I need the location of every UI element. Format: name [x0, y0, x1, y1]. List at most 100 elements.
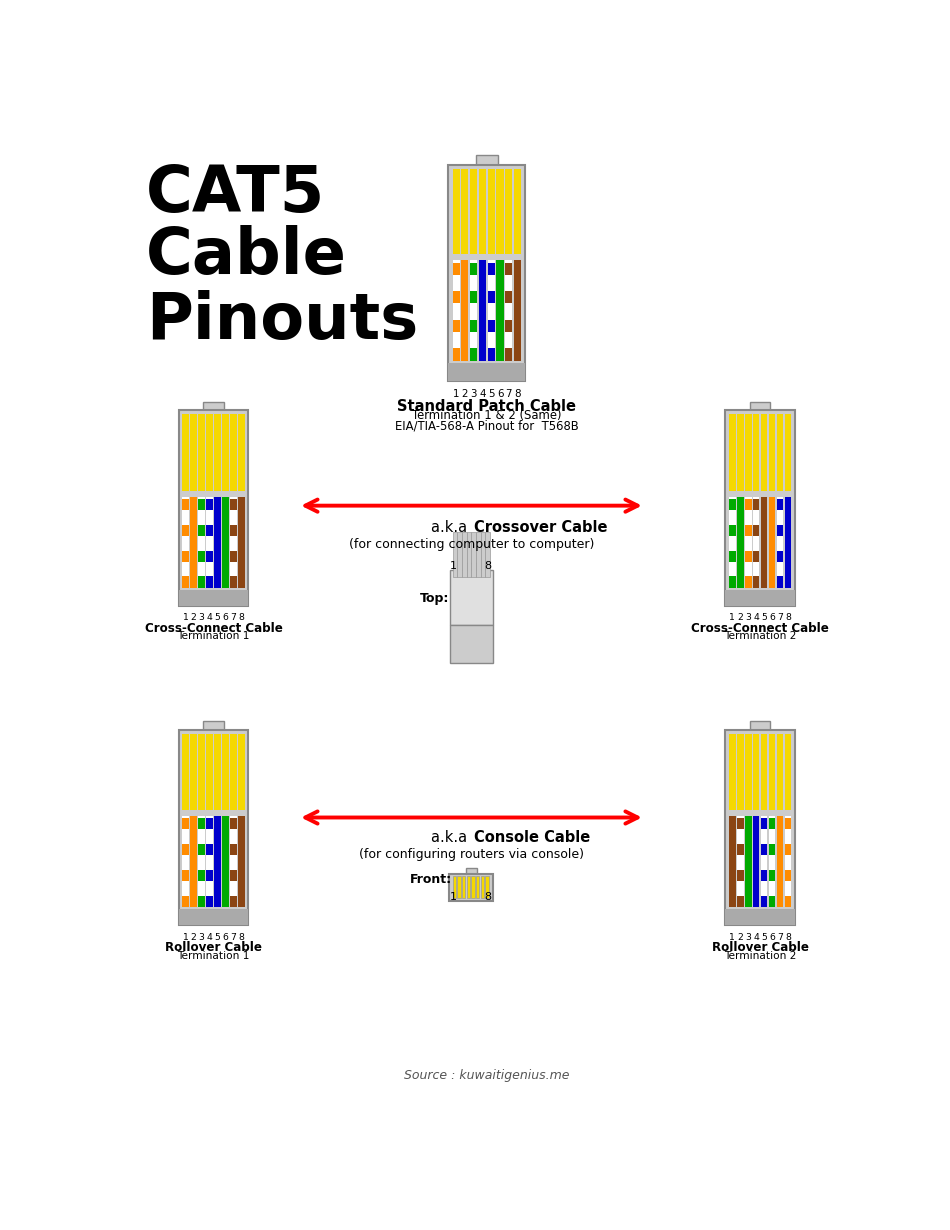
- Bar: [179, 909, 248, 925]
- Bar: [238, 733, 244, 811]
- Text: Termination 2: Termination 2: [724, 631, 796, 641]
- Bar: [182, 817, 189, 907]
- Bar: [206, 525, 213, 536]
- Text: Termination 1: Termination 1: [178, 951, 250, 961]
- Bar: [222, 733, 229, 811]
- Text: 3: 3: [746, 932, 751, 942]
- Bar: [476, 155, 498, 165]
- Bar: [230, 870, 237, 881]
- Bar: [458, 876, 461, 898]
- Bar: [761, 818, 768, 829]
- Bar: [745, 497, 751, 588]
- Bar: [745, 525, 751, 536]
- Bar: [190, 817, 197, 907]
- Bar: [505, 348, 512, 360]
- Bar: [230, 498, 237, 509]
- Bar: [505, 292, 512, 304]
- Text: 1: 1: [453, 389, 460, 399]
- Bar: [190, 497, 197, 588]
- Bar: [206, 870, 213, 881]
- Text: 6: 6: [222, 932, 228, 942]
- Text: 1: 1: [450, 892, 457, 902]
- Bar: [238, 817, 244, 907]
- Text: 3: 3: [199, 613, 204, 622]
- Text: 5: 5: [761, 613, 767, 622]
- Bar: [450, 625, 493, 663]
- Bar: [737, 733, 744, 811]
- Bar: [199, 733, 205, 811]
- Bar: [182, 844, 189, 855]
- Text: 8: 8: [484, 561, 491, 571]
- Bar: [497, 169, 504, 253]
- Bar: [230, 817, 237, 907]
- Bar: [785, 415, 791, 491]
- Text: 1: 1: [730, 932, 735, 942]
- Bar: [730, 525, 735, 536]
- Bar: [230, 497, 237, 588]
- Bar: [448, 165, 525, 381]
- Text: 5: 5: [215, 932, 220, 942]
- Bar: [190, 415, 197, 491]
- Bar: [730, 497, 735, 588]
- Bar: [453, 533, 458, 577]
- Bar: [206, 844, 213, 855]
- Bar: [466, 867, 477, 875]
- Bar: [753, 551, 759, 562]
- Bar: [730, 551, 735, 562]
- Bar: [470, 262, 477, 274]
- Text: 2: 2: [737, 932, 743, 942]
- Text: 2: 2: [191, 932, 197, 942]
- Bar: [769, 870, 775, 881]
- Bar: [230, 525, 237, 536]
- Bar: [215, 497, 220, 588]
- Bar: [448, 363, 525, 381]
- Bar: [462, 169, 468, 253]
- Bar: [737, 415, 744, 491]
- Bar: [726, 731, 795, 925]
- Bar: [745, 733, 751, 811]
- Bar: [206, 498, 213, 509]
- Bar: [179, 411, 248, 606]
- Bar: [199, 844, 205, 855]
- Bar: [230, 551, 237, 562]
- Bar: [470, 292, 477, 304]
- Bar: [470, 348, 477, 360]
- Bar: [777, 817, 784, 907]
- Bar: [452, 169, 460, 253]
- Bar: [730, 733, 735, 811]
- Bar: [777, 733, 784, 811]
- Bar: [745, 498, 751, 509]
- Bar: [737, 817, 744, 907]
- Bar: [745, 551, 751, 562]
- Bar: [761, 870, 768, 881]
- Bar: [753, 415, 759, 491]
- Bar: [452, 261, 460, 360]
- Text: Rollover Cable: Rollover Cable: [165, 941, 262, 954]
- Bar: [505, 320, 512, 332]
- Bar: [769, 844, 775, 855]
- Text: EIA/TIA-568-A Pinout for  T568B: EIA/TIA-568-A Pinout for T568B: [395, 419, 579, 433]
- Bar: [777, 577, 784, 588]
- Text: 4: 4: [753, 932, 759, 942]
- Text: Front:: Front:: [409, 872, 452, 886]
- Text: Top:: Top:: [420, 592, 449, 605]
- Bar: [452, 348, 460, 360]
- Text: 4: 4: [206, 613, 213, 622]
- Text: (for connecting computer to computer): (for connecting computer to computer): [349, 538, 594, 551]
- Bar: [769, 415, 775, 491]
- Bar: [745, 577, 751, 588]
- Bar: [206, 415, 213, 491]
- Bar: [753, 498, 759, 509]
- Text: 4: 4: [479, 389, 485, 399]
- Bar: [471, 876, 475, 898]
- Bar: [199, 525, 205, 536]
- Text: 7: 7: [777, 932, 783, 942]
- Bar: [745, 415, 751, 491]
- Bar: [730, 577, 735, 588]
- Text: 5: 5: [215, 613, 220, 622]
- Bar: [761, 497, 768, 588]
- Text: 4: 4: [753, 613, 759, 622]
- Text: 2: 2: [737, 613, 743, 622]
- Bar: [458, 533, 462, 577]
- Bar: [777, 551, 784, 562]
